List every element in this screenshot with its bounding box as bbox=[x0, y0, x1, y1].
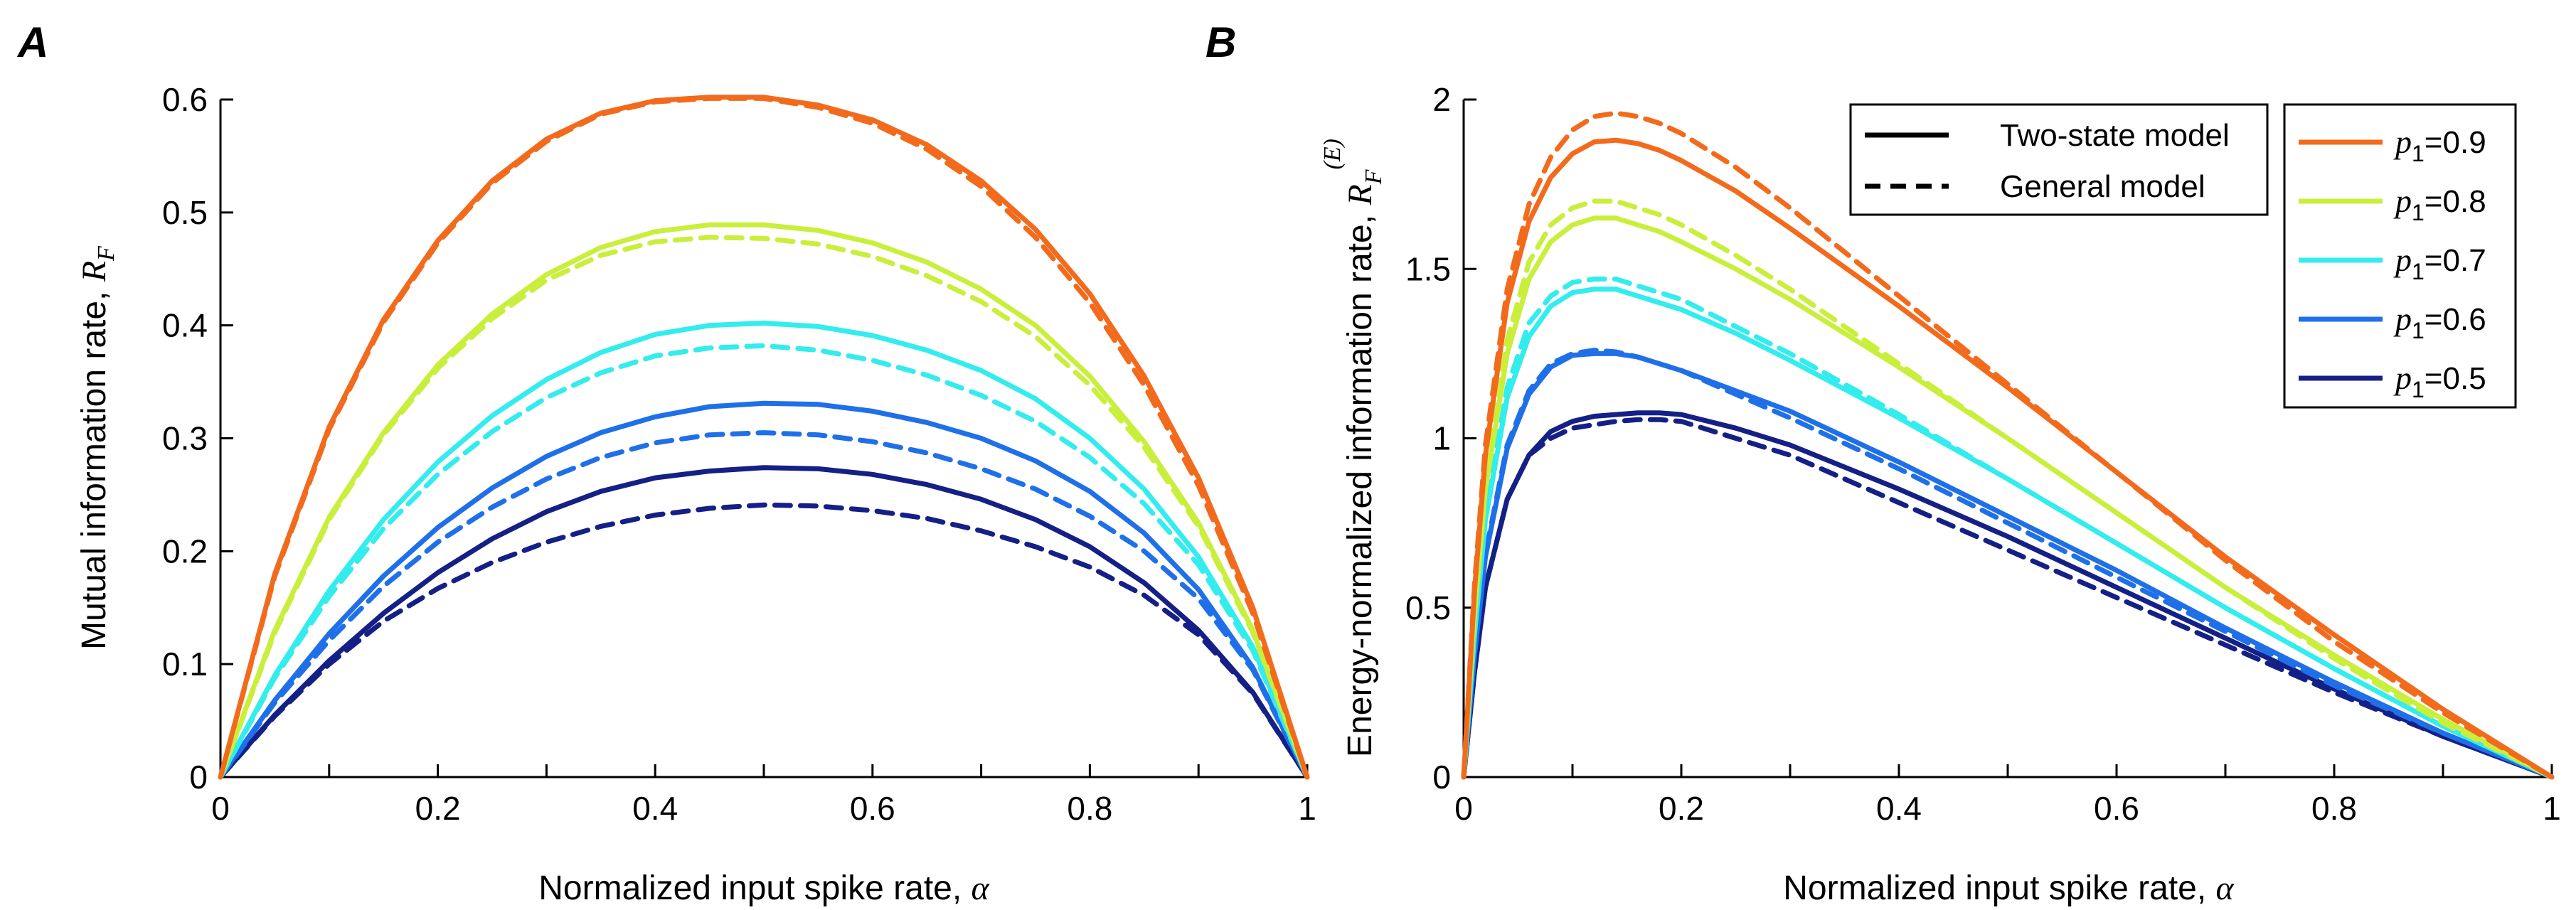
panel-b-y-axis-subscript: F bbox=[1361, 168, 1387, 185]
panel-a-x-axis-symbol: α bbox=[972, 869, 990, 907]
panel-b-series-p1-09-two-state bbox=[1461, 137, 2555, 780]
legend-p1-series-box bbox=[2283, 103, 2517, 409]
panel-a-y-tick-label: 0 bbox=[189, 759, 208, 796]
panel-a-series-p1-09-general bbox=[218, 95, 1310, 780]
panel-a-series-p1-08-two-state bbox=[218, 222, 1310, 780]
panel-b-x-tick-label: 0.4 bbox=[1876, 790, 1922, 827]
panel-b-series-p1-05-general bbox=[1461, 417, 2555, 780]
panel-a-y-tick-label: 0.5 bbox=[162, 194, 208, 231]
panel-a-y-tick-label: 0.4 bbox=[162, 307, 208, 344]
legend-model-styles: Two-state model General model bbox=[1849, 103, 2269, 216]
panel-a-series-p1-05-two-state bbox=[218, 465, 1310, 780]
panel-a-x-tick-label: 1 bbox=[1298, 790, 1316, 827]
panel-a: A 0 0.2 0.4 0.6 0.8 1 0 0.1 0.2 0.3 0.4 0.5 0.6 Norm… bbox=[16, 18, 1316, 907]
panel-b-axes: 0 0.2 0.4 0.6 0.8 1 0 0.5 1 1.5 2 bbox=[1405, 81, 2561, 827]
panel-b-y-axis-title-text: Energy-normalized information rate, bbox=[1341, 215, 1379, 757]
legend-dashed-label: General model bbox=[2000, 169, 2205, 204]
panel-b-x-axis-title-text: Normalized input spike rate, bbox=[1783, 869, 2206, 907]
panel-a-x-tick-label: 0.6 bbox=[850, 790, 895, 827]
panel-b-curves bbox=[1461, 110, 2555, 780]
panel-a-series-p1-05-general bbox=[218, 502, 1310, 780]
panel-b-series-p1-06-two-state bbox=[1461, 350, 2555, 780]
panel-b-label: B bbox=[1205, 18, 1236, 66]
panel-b-y-tick-label: 1 bbox=[1432, 420, 1451, 457]
panel-b-x-tick-label: 0.8 bbox=[2311, 790, 2357, 827]
panel-a-x-tick-label: 0.4 bbox=[632, 790, 678, 827]
panel-a-curves bbox=[218, 95, 1310, 780]
legend-solid-label: Two-state model bbox=[2000, 118, 2230, 153]
panel-b-x-tick-label: 0 bbox=[1454, 790, 1473, 827]
legend-model-styles-box bbox=[1849, 103, 2269, 216]
panel-b-y-tick-label: 0 bbox=[1432, 759, 1451, 796]
panel-a-series-p1-06-general bbox=[218, 430, 1310, 780]
legend-p1-06-label: p1=0.6 bbox=[2393, 301, 2486, 343]
panel-b-series-p1-07-two-state bbox=[1461, 287, 2555, 780]
panel-b-series-p1-09-general bbox=[1461, 110, 2555, 780]
legend-p1-09-label: p1=0.9 bbox=[2393, 124, 2486, 166]
legend-p1-series: p1=0.9 p1=0.8 p1=0.7 p1=0.6 p1=0.5 bbox=[2283, 103, 2517, 409]
panel-a-series-p1-06-two-state bbox=[218, 400, 1310, 780]
panel-a-y-axis-subscript: F bbox=[93, 245, 119, 262]
panel-a-y-axis-title: Mutual information rate, RF bbox=[75, 245, 119, 650]
panel-b-series-p1-05-two-state bbox=[1461, 410, 2555, 780]
panel-b-y-axis-superscript: (E) bbox=[1319, 139, 1346, 169]
panel-a-y-tick-label: 0.2 bbox=[162, 532, 208, 569]
panel-b-x-axis-title: Normalized input spike rate, α bbox=[1783, 869, 2234, 907]
panel-a-series-p1-07-general bbox=[218, 343, 1310, 780]
panel-a-series-p1-07-two-state bbox=[218, 321, 1310, 780]
panel-a-y-tick-label: 0.3 bbox=[162, 420, 208, 457]
legend-p1-08-label: p1=0.8 bbox=[2393, 183, 2486, 225]
panel-a-label: A bbox=[16, 18, 48, 66]
panel-b-y-tick-label: 0.5 bbox=[1405, 589, 1451, 626]
panel-b: B 0 0.2 0.4 0.6 0.8 1 0 0.5 1 1.5 2 Normalized inp… bbox=[1205, 18, 2561, 907]
panel-a-x-axis-title-text: Normalized input spike rate, bbox=[538, 869, 962, 907]
panel-a-y-axis-title-text: Mutual information rate, bbox=[75, 291, 113, 650]
panel-a-axes: 0 0.2 0.4 0.6 0.8 1 0 0.1 0.2 0.3 0.4 0.5 0.6 bbox=[162, 81, 1316, 827]
panel-b-y-tick-label: 1.5 bbox=[1405, 250, 1451, 287]
panel-a-series-p1-09-two-state bbox=[218, 95, 1310, 780]
panel-a-x-tick-label: 0.8 bbox=[1067, 790, 1112, 827]
panel-a-x-axis-title: Normalized input spike rate, α bbox=[538, 869, 989, 907]
panel-b-x-axis-symbol: α bbox=[2216, 869, 2235, 907]
panel-a-x-tick-label: 0.2 bbox=[415, 790, 461, 827]
panel-b-x-tick-label: 1 bbox=[2543, 790, 2561, 827]
legend-p1-07-label: p1=0.7 bbox=[2393, 242, 2486, 284]
panel-b-x-tick-label: 0.2 bbox=[1659, 790, 1704, 827]
panel-b-series-p1-08-two-state bbox=[1461, 215, 2555, 780]
panel-a-y-tick-label: 0.1 bbox=[162, 646, 208, 682]
panel-a-y-axis-symbol: R bbox=[75, 261, 113, 282]
panel-a-y-tick-label: 0.6 bbox=[162, 81, 208, 118]
panel-a-x-tick-label: 0 bbox=[211, 790, 230, 827]
panel-b-y-axis-title: Energy-normalized information rate, RF (E… bbox=[1319, 139, 1387, 757]
panel-b-x-tick-label: 0.6 bbox=[2094, 790, 2139, 827]
panel-b-y-axis-symbol: R bbox=[1341, 184, 1379, 205]
legend-p1-05-label: p1=0.5 bbox=[2393, 360, 2486, 402]
panel-b-y-tick-label: 2 bbox=[1432, 81, 1451, 118]
